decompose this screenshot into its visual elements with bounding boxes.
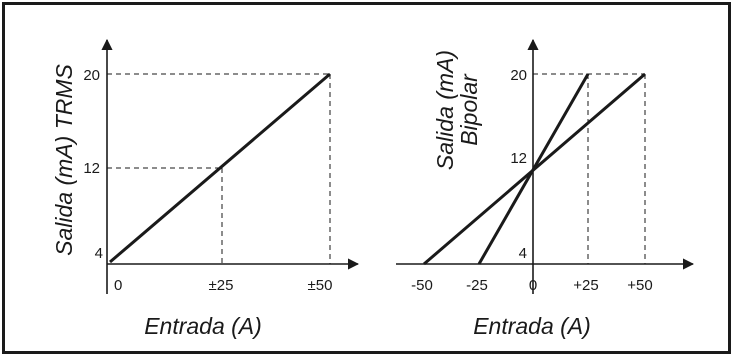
bipolar-x-tick-pos25: +25 [573,277,598,294]
bipolar-y-tick-20: 20 [510,67,527,84]
bipolar-series-line-25 [477,73,590,265]
bipolar-x-axis-title: Entrada (A) [473,313,591,339]
bipolar-x-tick-neg25: -25 [466,277,488,294]
bipolar-x-tick-0: 0 [529,277,537,294]
trms-x-tick-25: ±25 [209,277,234,294]
bipolar-y-axis-subtitle: Bipolar [456,73,482,146]
bipolar-chart: 20 12 4 -50 -25 0 +25 +50 Salida (mA) Bi… [396,38,695,339]
trms-x-tick-50: ±50 [308,277,333,294]
trms-chart: 20 12 4 0 ±25 ±50 Salida (mA) TRMS Entra… [51,38,360,339]
trms-y-axis-title: Salida (mA) TRMS [51,63,77,255]
trms-y-tick-12: 12 [83,160,100,177]
trms-y-tick-4: 4 [95,245,103,262]
bipolar-x-tick-neg50: -50 [411,277,433,294]
trms-series-line [109,72,331,264]
trms-y-tick-20: 20 [83,67,100,84]
bipolar-y-axis-title: Salida (mA) [432,50,458,170]
trms-x-axis-title: Entrada (A) [144,313,262,339]
trms-x-tick-0: 0 [114,277,122,294]
bipolar-x-tick-pos50: +50 [627,277,652,294]
bipolar-y-tick-4: 4 [519,245,527,262]
bipolar-y-tick-12: 12 [510,150,527,167]
